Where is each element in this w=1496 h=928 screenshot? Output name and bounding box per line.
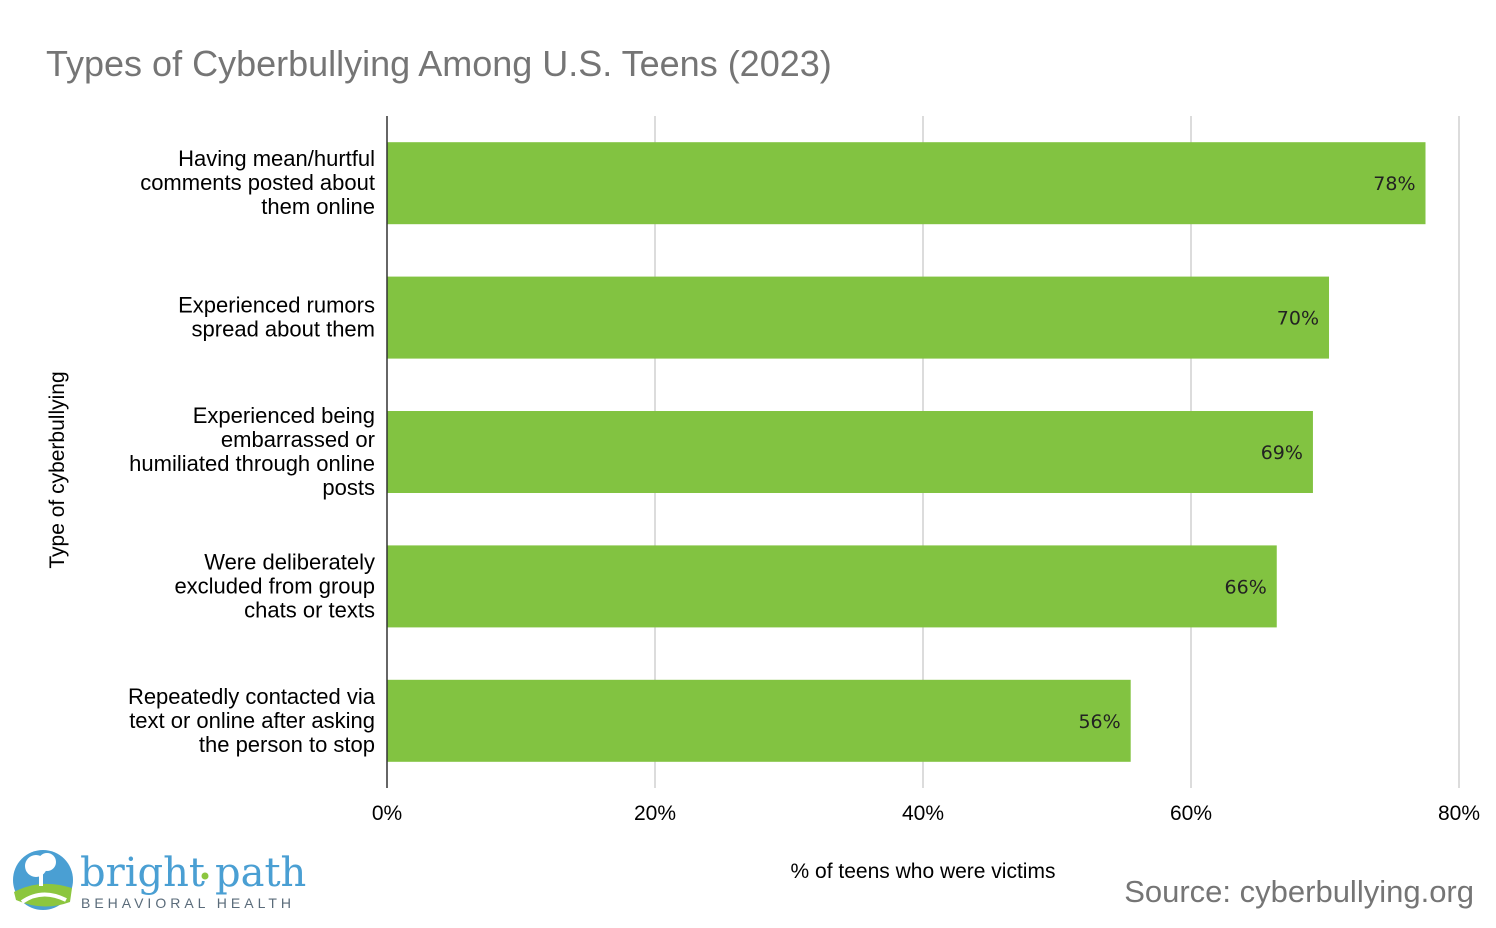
- x-tick-label: 80%: [1438, 802, 1480, 825]
- category-labels: Having mean/hurtful comments posted about…: [128, 146, 376, 757]
- tree-emblem-icon: [13, 850, 73, 910]
- category-label-line: excluded from group: [174, 573, 375, 598]
- category-label: Having mean/hurtful comments posted about…: [140, 146, 375, 219]
- category-label-line: Repeatedly contacted via: [128, 684, 376, 709]
- category-label-line: Having mean/hurtful: [178, 146, 375, 171]
- bar-data-label: 56%: [1078, 711, 1120, 733]
- x-tick-label: 60%: [1170, 802, 1212, 825]
- bar: [387, 411, 1313, 493]
- category-label-line: Experienced being: [193, 403, 375, 428]
- bar: [387, 679, 1131, 762]
- logo-subtitle: BEHAVIORAL HEALTH: [81, 895, 295, 911]
- category-label: Were deliberately excluded from group chat…: [174, 549, 375, 622]
- x-tick-label: 40%: [902, 802, 944, 825]
- chart-title: Types of Cyberbullying Among U.S. Teens …: [46, 43, 832, 84]
- logo-word-bright: bright: [80, 850, 205, 896]
- y-axis-label: Type of cyberbullying: [46, 371, 69, 568]
- category-label-line: spread about them: [192, 317, 375, 342]
- x-axis-label: % of teens who were victims: [791, 860, 1056, 883]
- bar-data-label: 69%: [1261, 442, 1303, 464]
- category-label: Experienced being embarrassed or humiliate…: [129, 403, 375, 500]
- category-label-line: posts: [322, 475, 375, 500]
- bar-data-label: 70%: [1277, 308, 1319, 330]
- logo-word-path: path: [215, 850, 306, 896]
- bar: [387, 545, 1277, 628]
- x-tick-labels: 0% 20% 40% 60% 80%: [372, 802, 1480, 825]
- category-label-line: them online: [261, 194, 375, 219]
- bright-path-logo: bright path BEHAVIORAL HEALTH: [13, 850, 306, 911]
- category-label-line: chats or texts: [244, 597, 375, 622]
- source-note: Source: cyberbullying.org: [1124, 874, 1474, 909]
- category-label: Repeatedly contacted via text or online a…: [128, 684, 376, 757]
- bar-data-label: 66%: [1225, 576, 1267, 598]
- category-label-line: Were deliberately: [204, 549, 375, 574]
- category-label: Experienced rumors spread about them: [178, 293, 375, 342]
- x-tick-label: 0%: [372, 802, 402, 825]
- bar-data-label: 78%: [1373, 173, 1415, 195]
- category-label-line: embarrassed or: [221, 427, 375, 452]
- x-tick-label: 20%: [634, 802, 676, 825]
- category-label-line: Experienced rumors: [178, 293, 375, 318]
- category-label-line: the person to stop: [199, 732, 375, 757]
- bars-group: 78% 70% 69% 66% 56%: [387, 142, 1426, 762]
- bar: [387, 142, 1426, 225]
- bar: [387, 276, 1330, 359]
- category-label-line: comments posted about: [140, 170, 375, 195]
- category-label-line: text or online after asking: [129, 708, 375, 733]
- logo-dot: [201, 872, 209, 880]
- category-label-line: humiliated through online: [129, 451, 375, 476]
